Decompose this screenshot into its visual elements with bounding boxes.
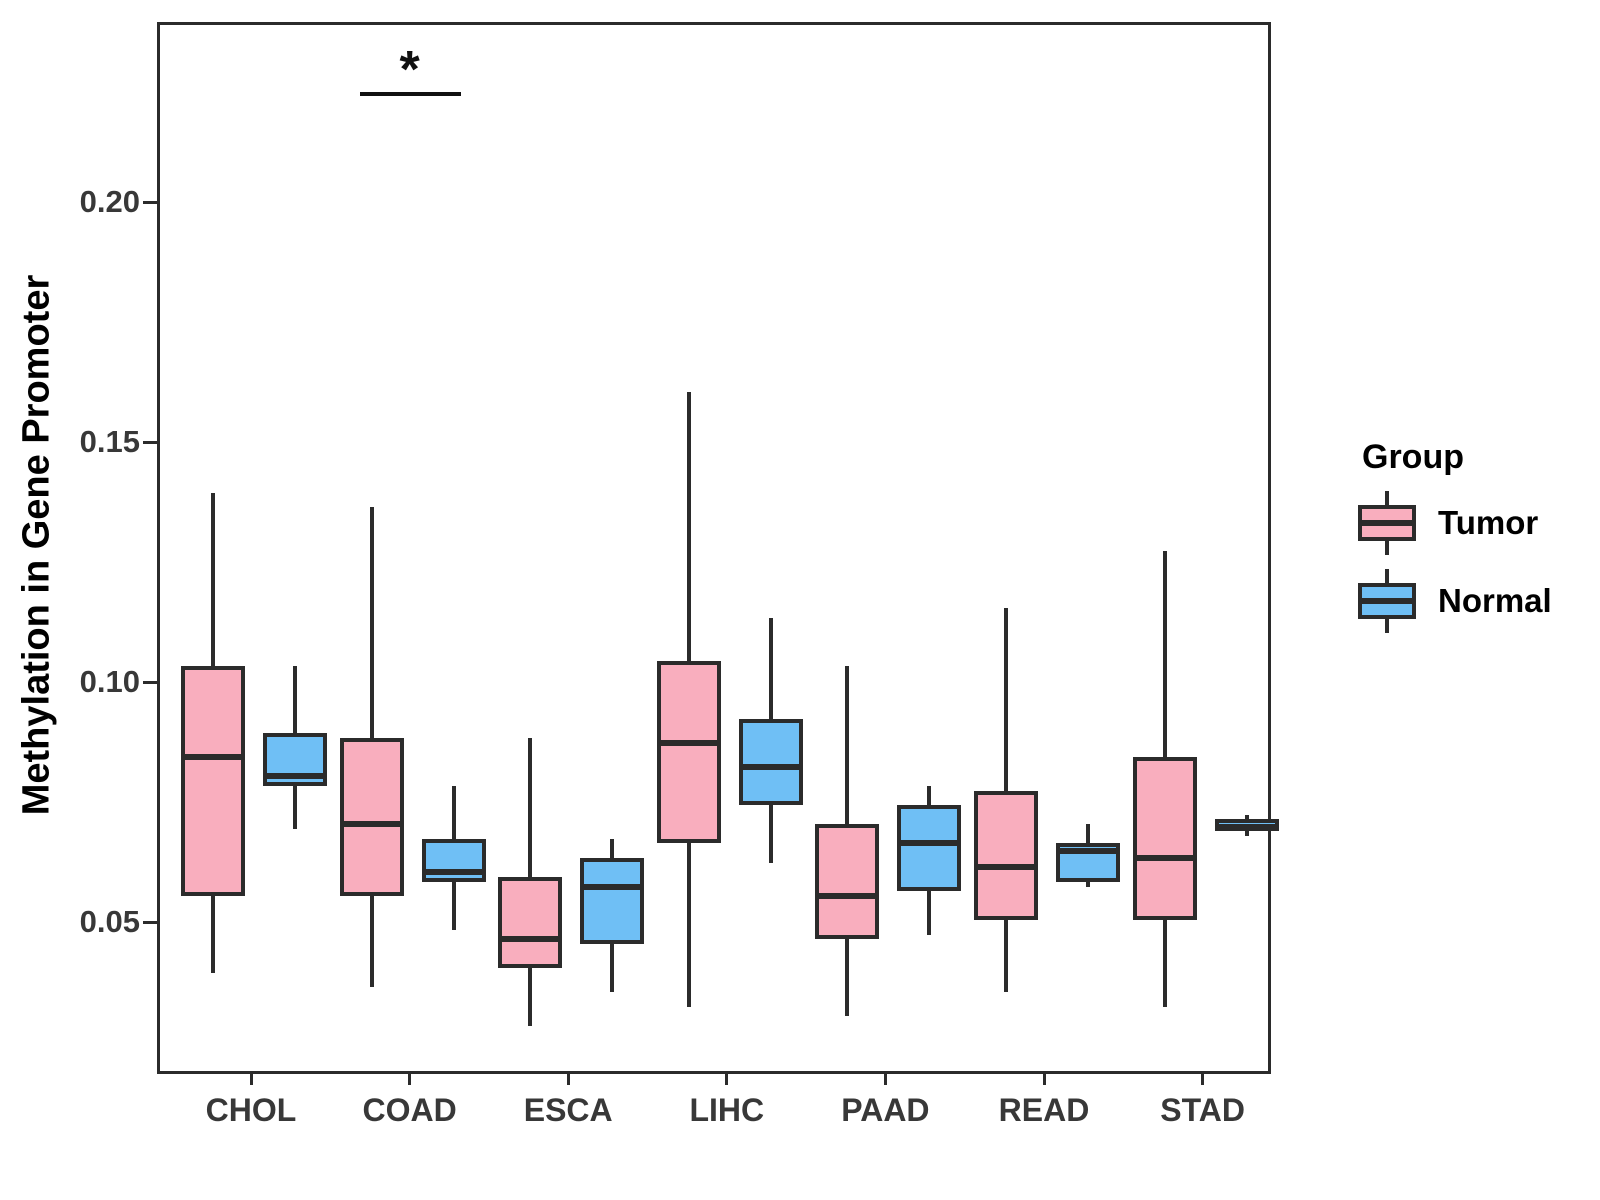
x-tick-label-chol: CHOL [205, 1092, 297, 1128]
plot-panel [157, 22, 1279, 1074]
median-line [738, 763, 803, 770]
x-tick-mark [566, 1071, 570, 1085]
box-iqr [339, 737, 404, 897]
y-tick-mark [143, 440, 157, 444]
legend-key-whisker [1385, 541, 1389, 555]
median-line [1132, 854, 1197, 861]
legend-key-tumor-boxplot-icon [1358, 491, 1416, 555]
legend-entry-tumor: Tumor [1358, 491, 1552, 555]
median-line [815, 893, 880, 900]
median-line [1214, 823, 1279, 830]
box-iqr [181, 665, 245, 897]
median-line [181, 754, 245, 760]
median-line [580, 883, 645, 890]
x-tick-mark [1042, 1071, 1046, 1085]
x-tick-mark [408, 1071, 412, 1085]
box-iqr [498, 877, 563, 969]
legend-key-whisker [1385, 619, 1389, 633]
box-iqr [656, 661, 721, 844]
median-line [498, 936, 563, 943]
x-tick-mark [725, 1071, 729, 1085]
legend-entry-normal: Normal [1358, 569, 1552, 633]
box-iqr [421, 838, 486, 882]
median-line [974, 864, 1038, 871]
legend-key-whisker [1385, 569, 1389, 583]
significance-bar [359, 91, 461, 96]
legend-key-median [1358, 598, 1416, 604]
box-iqr [897, 805, 962, 892]
legend-title: Group [1362, 438, 1464, 476]
box-iqr [580, 857, 645, 945]
y-tick-mark [143, 920, 157, 924]
y-tick-label: 0.05 [79, 904, 140, 939]
box-iqr [738, 718, 803, 805]
median-line [656, 739, 721, 746]
legend-entries: Tumor Normal [1358, 491, 1552, 633]
y-tick-label: 0.20 [79, 184, 140, 219]
legend-label-normal: Normal [1438, 582, 1552, 619]
y-axis-title: Methylation in Gene Promoter [15, 274, 58, 816]
median-line [1056, 847, 1120, 854]
x-tick-label-stad: STAD [1160, 1092, 1245, 1128]
box-iqr [815, 824, 880, 940]
legend: Group Tumor Normal [1358, 438, 1552, 647]
y-tick-label: 0.15 [79, 424, 140, 459]
y-tick-label: 0.10 [79, 664, 140, 699]
x-tick-mark [1201, 1071, 1205, 1085]
y-tick-mark [143, 200, 157, 204]
significance-star: * [399, 40, 420, 99]
x-tick-mark [883, 1071, 887, 1085]
median-line [897, 840, 962, 847]
legend-key-median [1358, 520, 1416, 526]
x-tick-mark [249, 1071, 253, 1085]
legend-key-normal-boxplot-icon [1358, 569, 1416, 633]
median-line [339, 821, 404, 828]
x-tick-label-coad: COAD [362, 1092, 457, 1128]
median-line [421, 869, 486, 876]
y-tick-mark [143, 680, 157, 684]
legend-key-whisker [1385, 491, 1389, 505]
x-tick-label-paad: PAAD [841, 1092, 930, 1128]
x-tick-label-read: READ [998, 1092, 1090, 1128]
box-iqr [974, 790, 1038, 921]
legend-label-tumor: Tumor [1438, 504, 1539, 541]
x-tick-label-esca: ESCA [523, 1092, 613, 1128]
median-line [263, 773, 327, 780]
box-iqr [1132, 757, 1197, 921]
x-tick-label-lihc: LIHC [689, 1092, 765, 1128]
